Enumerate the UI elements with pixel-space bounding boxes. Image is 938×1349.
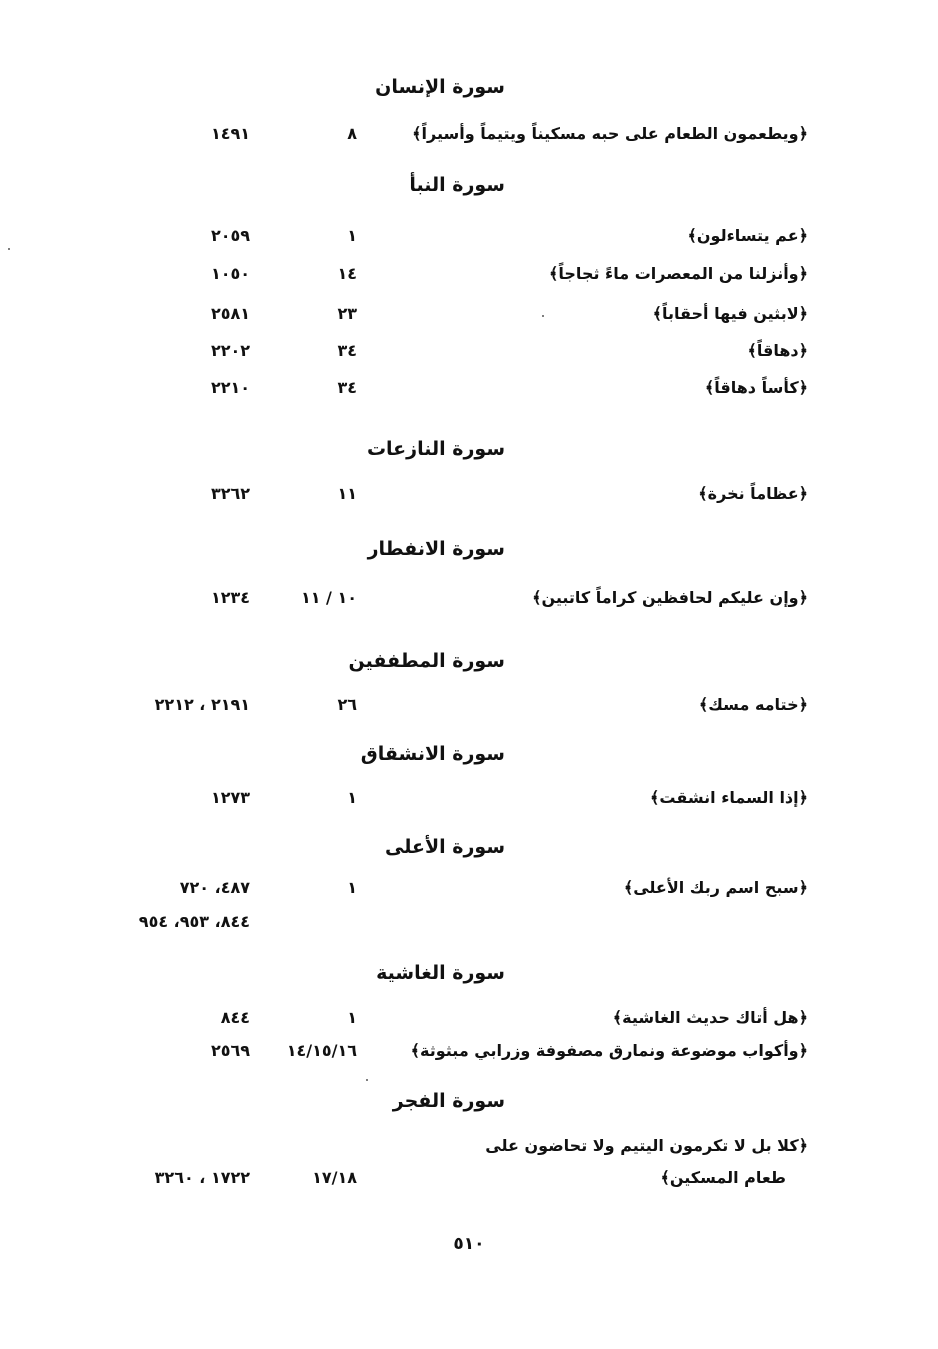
verse-text: ﴿دهاقاً﴾: [747, 341, 808, 360]
verse-text-continued: طعام المسكين﴾: [660, 1168, 786, 1187]
ayah-number: ١: [347, 788, 357, 807]
hadith-numbers: ١٢٧٣: [210, 788, 250, 807]
surah-heading: سورة المطففين: [348, 650, 505, 672]
hadith-numbers: ١٧٢٢ ، ٣٢٦٠: [154, 1168, 250, 1187]
verse-text: ﴿ختامه مسك﴾: [698, 695, 808, 714]
hadith-numbers-continued: ٨٤٤، ٩٥٣، ٩٥٤: [138, 912, 250, 931]
hadith-numbers: ١٠٥٠: [210, 264, 250, 283]
ayah-number: ٢٦: [337, 695, 357, 714]
scan-speck: [542, 315, 544, 317]
surah-heading: سورة الأعلى: [385, 836, 505, 858]
hadith-numbers: ١٢٣٤: [210, 588, 250, 607]
ayah-number: ١: [347, 878, 357, 897]
surah-heading: سورة الغاشية: [376, 962, 505, 984]
verse-text: ﴿لابثين فيها أحقاباً﴾: [652, 304, 808, 323]
verse-text: ﴿إذا السماء انشقت﴾: [650, 788, 808, 807]
hadith-numbers: ٢٥٨١: [210, 304, 250, 323]
hadith-numbers: ٨٤٤: [220, 1008, 250, 1027]
ayah-number: ١٤/١٥/١٦: [286, 1041, 357, 1060]
ayah-number: ٨: [347, 124, 357, 143]
hadith-numbers: ٢٢١٠: [210, 378, 250, 397]
hadith-numbers: ١٤٩١: [210, 124, 250, 143]
surah-heading: سورة الانفطار: [367, 538, 505, 560]
surah-heading: سورة النازعات: [366, 438, 505, 460]
ayah-number: ٣٤: [337, 378, 357, 397]
surah-heading: سورة النبأ: [409, 174, 505, 196]
ayah-number: ١٤: [337, 264, 357, 283]
hadith-numbers: ٤٨٧، ٧٢٠: [179, 878, 250, 897]
verse-text: ﴿كأساً دهاقاً﴾: [704, 378, 808, 397]
verse-text: ﴿وأنزلنا من المعصرات ماءً ثجاجاً﴾: [549, 264, 808, 283]
ayah-number: ٣٤: [337, 341, 357, 360]
scan-speck: [8, 248, 10, 250]
ayah-number: ٢٣: [337, 304, 357, 323]
verse-text: ﴿وإن عليكم لحافظين كراماً كاتبين﴾: [532, 588, 808, 607]
hadith-numbers: ٢٢٠٢: [210, 341, 250, 360]
ayah-number: ١١: [337, 484, 357, 503]
verse-text: ﴿ويطعمون الطعام على حبه مسكيناً ويتيماً …: [412, 124, 808, 143]
ayah-number: ١: [347, 1008, 357, 1027]
ayah-number: ١: [347, 226, 357, 245]
verse-text: ﴿كلا بل لا تكرمون اليتيم ولا تحاضون على: [485, 1136, 808, 1155]
scan-speck: [366, 1079, 368, 1081]
surah-heading: سورة الإنسان: [375, 76, 505, 98]
verse-text: ﴿عظاماً نخرة﴾: [698, 484, 808, 503]
page-number: ٥١٠: [453, 1234, 485, 1254]
hadith-numbers: ٢٠٥٩: [210, 226, 250, 245]
verse-text: ﴿وأكواب موضوعة ونمارق مصفوفة وزرابي مبثو…: [410, 1041, 808, 1060]
surah-heading: سورة الفجر: [392, 1090, 505, 1112]
ayah-number: ١٠ / ١١: [300, 588, 357, 607]
verse-text: ﴿سبح اسم ربك الأعلى﴾: [623, 878, 808, 897]
hadith-numbers: ٢٥٦٩: [210, 1041, 250, 1060]
hadith-numbers: ٢١٩١ ، ٢٢١٢: [154, 695, 250, 714]
verse-text: ﴿عم يتساءلون﴾: [687, 226, 809, 245]
hadith-numbers: ٣٢٦٢: [210, 484, 250, 503]
surah-heading: سورة الانشقاق: [360, 743, 505, 765]
verse-text: ﴿هل أتاك حديث الغاشية﴾: [612, 1008, 808, 1027]
ayah-number: ١٧/١٨: [312, 1168, 357, 1187]
